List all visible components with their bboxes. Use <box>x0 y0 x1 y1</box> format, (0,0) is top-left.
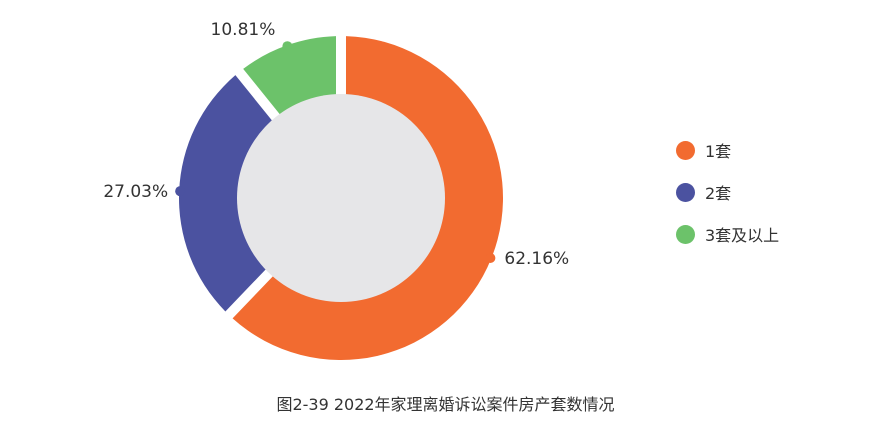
value-label-2: 27.03% <box>103 182 168 202</box>
legend-label-3: 3套及以上 <box>705 226 780 245</box>
legend-item-1: 1套 <box>676 140 779 161</box>
figure-caption: 图2-39 2022年家理离婚诉讼案件房产套数情况 <box>276 395 615 414</box>
value-label-3: 10.81% <box>211 20 276 40</box>
legend-item-2: 2套 <box>676 182 779 203</box>
legend-swatch-3 <box>676 224 695 244</box>
legend-label-1: 1套 <box>705 142 732 161</box>
legend-item-3: 3套及以上 <box>676 224 780 245</box>
legend-swatch-1 <box>676 140 695 160</box>
legend-label-2: 2套 <box>705 184 732 203</box>
legend-swatch-2 <box>676 182 695 202</box>
label-marker-2 <box>175 186 186 197</box>
donut-slice-2 <box>179 75 276 312</box>
value-label-1: 62.16% <box>504 249 569 269</box>
label-marker-1 <box>485 253 496 264</box>
label-marker-3 <box>282 41 293 52</box>
donut-slice-1 <box>232 36 504 361</box>
donut-center <box>237 94 445 302</box>
legend: 1套 2套 3套及以上 <box>676 140 779 266</box>
